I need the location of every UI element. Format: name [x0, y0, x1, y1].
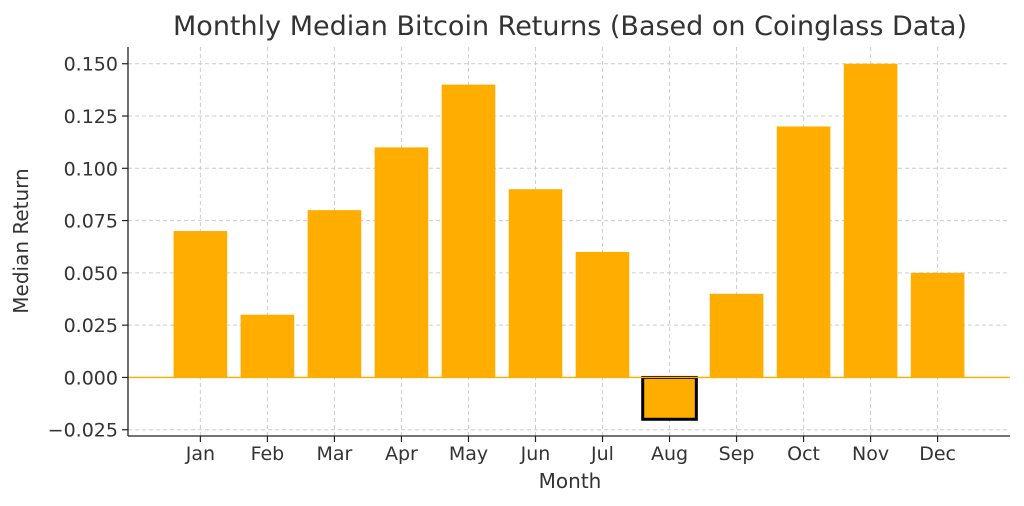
bar-nov	[843, 63, 898, 378]
x-tick-label: Sep	[719, 443, 755, 465]
bar-jul	[575, 251, 630, 378]
x-tick-label: May	[449, 443, 488, 465]
x-tick-label: Oct	[787, 443, 820, 465]
x-tick-label: Feb	[251, 443, 285, 465]
x-tick-label: Nov	[852, 443, 889, 465]
bar-aug	[641, 375, 698, 421]
bar-may	[441, 84, 496, 378]
bar-feb	[240, 314, 295, 378]
x-tick-label: Dec	[919, 443, 956, 465]
x-tick-label: Jan	[185, 443, 215, 465]
chart-title: Monthly Median Bitcoin Returns (Based on…	[173, 11, 967, 42]
y-tick-label: 0.075	[64, 211, 118, 233]
y-tick-label: 0.125	[64, 106, 118, 128]
y-tick-label: 0.000	[64, 367, 118, 389]
bar-sep	[709, 293, 764, 378]
y-tick-label: 0.050	[64, 263, 118, 285]
y-tick-label: 0.150	[64, 54, 118, 76]
bar-jun	[508, 189, 563, 378]
x-tick-label: Jun	[520, 443, 551, 465]
x-axis-label: Month	[539, 469, 602, 493]
bar-layer	[128, 63, 1010, 421]
y-axis-label: Median Return	[9, 168, 33, 313]
bar-oct	[776, 126, 831, 378]
bar-jan	[173, 231, 228, 378]
y-tick-label: −0.025	[48, 420, 118, 442]
y-tick-label: 0.100	[64, 158, 118, 180]
y-tick-label: 0.025	[64, 315, 118, 337]
x-tick-label: Jul	[590, 443, 614, 465]
x-tick-label: Mar	[316, 443, 352, 465]
bar-apr	[374, 147, 429, 378]
bar-dec	[910, 272, 965, 378]
x-tick-label: Apr	[385, 443, 418, 465]
x-tick-label: Aug	[651, 443, 688, 465]
axis-layer: −0.025 0.000 0.025 0.050 0.075 0.100 0.125 0.15…	[48, 47, 1010, 465]
bar-mar	[307, 210, 362, 378]
